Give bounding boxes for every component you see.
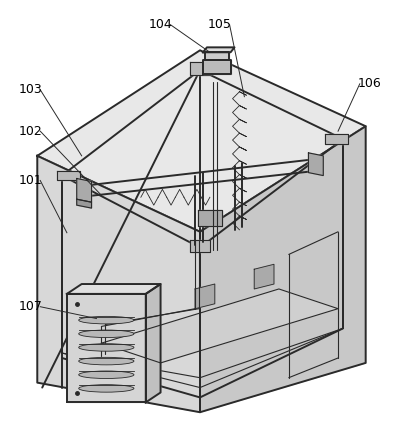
Text: 105: 105	[208, 18, 232, 31]
Polygon shape	[203, 60, 230, 74]
Polygon shape	[198, 210, 222, 226]
Text: 101: 101	[18, 174, 42, 187]
Text: 104: 104	[149, 18, 172, 31]
Polygon shape	[67, 284, 160, 294]
Polygon shape	[200, 126, 366, 412]
Ellipse shape	[79, 357, 134, 365]
Polygon shape	[146, 284, 160, 402]
Text: 102: 102	[18, 125, 42, 138]
Ellipse shape	[79, 385, 134, 392]
Polygon shape	[101, 289, 338, 363]
Polygon shape	[205, 52, 228, 60]
Text: 103: 103	[18, 83, 42, 96]
Ellipse shape	[79, 316, 134, 324]
Polygon shape	[77, 199, 92, 208]
Polygon shape	[37, 156, 200, 412]
Polygon shape	[190, 62, 210, 75]
Polygon shape	[67, 294, 146, 402]
Text: 107: 107	[18, 300, 42, 313]
Polygon shape	[37, 50, 366, 232]
Polygon shape	[195, 284, 215, 309]
Polygon shape	[325, 134, 348, 144]
Ellipse shape	[79, 344, 134, 351]
Ellipse shape	[79, 330, 134, 338]
Polygon shape	[77, 178, 92, 202]
Polygon shape	[190, 240, 210, 252]
Polygon shape	[254, 264, 274, 289]
Polygon shape	[57, 171, 80, 181]
Text: 106: 106	[358, 77, 382, 90]
Ellipse shape	[79, 371, 134, 378]
Polygon shape	[308, 153, 323, 175]
Polygon shape	[203, 47, 234, 52]
